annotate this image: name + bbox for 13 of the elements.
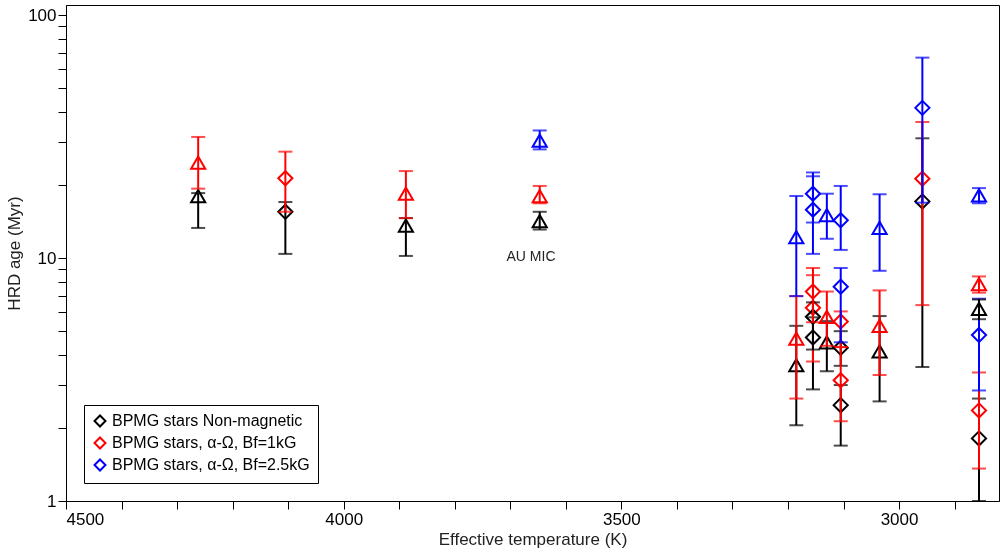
y-tick-label: 100 bbox=[28, 5, 57, 25]
x-tick-label: 3500 bbox=[602, 509, 641, 529]
x-tick-label: 4500 bbox=[66, 509, 105, 529]
x-tick-label: 4000 bbox=[325, 509, 364, 529]
annotation: AU MIC bbox=[506, 248, 556, 264]
legend-label: BPMG stars Non-magnetic bbox=[112, 412, 303, 429]
x-axis-title: Effective temperature (K) bbox=[438, 529, 628, 549]
legend-label: BPMG stars, α-Ω, Bf=2.5kG bbox=[112, 456, 310, 473]
x-tick-label: 3000 bbox=[880, 509, 919, 529]
y-tick-label: 1 bbox=[47, 491, 57, 511]
legend-label: BPMG stars, α-Ω, Bf=1kG bbox=[112, 434, 297, 451]
y-axis-title: HRD age (Myr) bbox=[5, 196, 25, 311]
y-tick-label: 10 bbox=[37, 248, 57, 268]
